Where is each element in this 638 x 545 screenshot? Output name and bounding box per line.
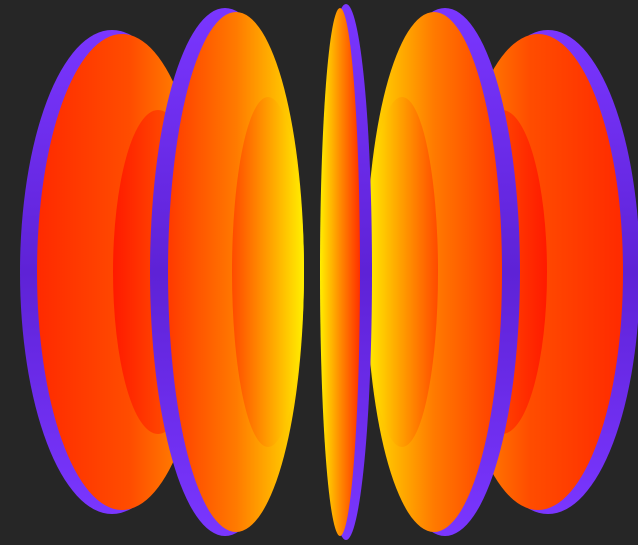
disk-center <box>320 4 372 540</box>
disk-right-mid <box>366 8 520 536</box>
disk-left-mid <box>150 8 304 536</box>
